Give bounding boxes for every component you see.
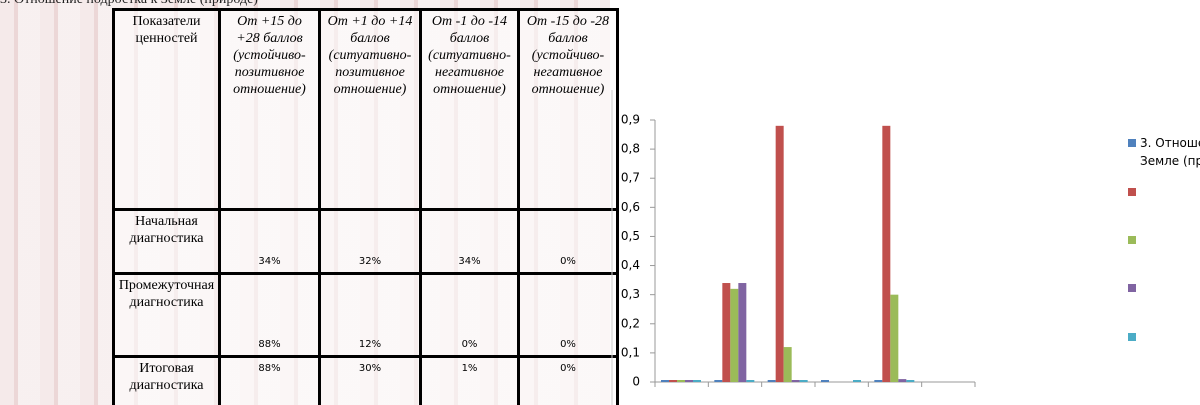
bar [890,294,899,382]
y-tick-label: 0,7 [621,171,640,185]
bar [821,380,829,382]
y-tick-label: 0,6 [621,200,640,214]
row-label: Промежуточная диагностика [112,272,221,358]
bar [898,379,907,382]
bar [791,380,800,382]
y-tick-label: 0 [632,375,640,389]
cell: 32% [318,208,422,275]
cell: 88% [218,355,321,405]
y-tick-label: 0,2 [621,316,640,330]
row-label: Итоговая диагностика [112,355,221,405]
y-tick-label: 0,4 [621,258,640,272]
cell: 12% [318,272,422,358]
cell: 34% [218,208,321,275]
bar [799,380,808,382]
results-table: Показатели ценностей От +15 до +28 балло… [112,8,619,405]
cell: 34% [419,208,520,275]
header-cell: Показатели ценностей [112,8,221,211]
y-tick-label: 0,9 [621,113,640,127]
bar [677,380,685,382]
header-cell: От +1 до +14 баллов (ситуативно-позитивн… [318,8,422,211]
row-label: Начальная диагностика [112,208,221,275]
bar [906,380,915,382]
y-tick-label: 0,5 [621,229,640,243]
y-tick-label: 0,3 [621,287,640,301]
legend-swatch [1128,284,1136,292]
cell: 0% [419,272,520,358]
legend-swatch [1128,236,1136,244]
bar [661,380,669,382]
header-cell: От -15 до -28 баллов (устойчиво-негативн… [517,8,619,211]
bar [874,380,883,382]
cell: 0% [517,208,619,275]
legend-label: 3. Отношение подростка кЗемле (природе) [1140,136,1200,168]
header-cell: От +15 до +28 баллов (устойчиво-позитивн… [218,8,321,211]
cell: 88% [218,272,321,358]
heading: 3. Отношение подростка к Земле (природе) [0,0,258,8]
bar [853,380,861,382]
legend-swatch [1128,333,1136,341]
y-tick-label: 0,8 [621,142,640,156]
cell: 30% [318,355,422,405]
bar [783,347,792,382]
cell: 0% [517,355,619,405]
bar [746,380,755,382]
y-tick-label: 0,1 [621,345,640,359]
cell: 0% [517,272,619,358]
legend-swatch [1128,139,1136,147]
bar [722,283,731,382]
bar [714,380,723,382]
bar [882,125,891,383]
bar [693,380,701,382]
cell: 1% [419,355,520,405]
header-cell: От -1 до -14 баллов (ситуативно-негативн… [419,8,520,211]
bar [767,380,776,382]
bar [730,288,739,382]
legend-swatch [1128,188,1136,196]
bar [738,283,747,382]
bar [669,380,677,382]
bar [685,380,693,382]
bar [775,125,784,383]
